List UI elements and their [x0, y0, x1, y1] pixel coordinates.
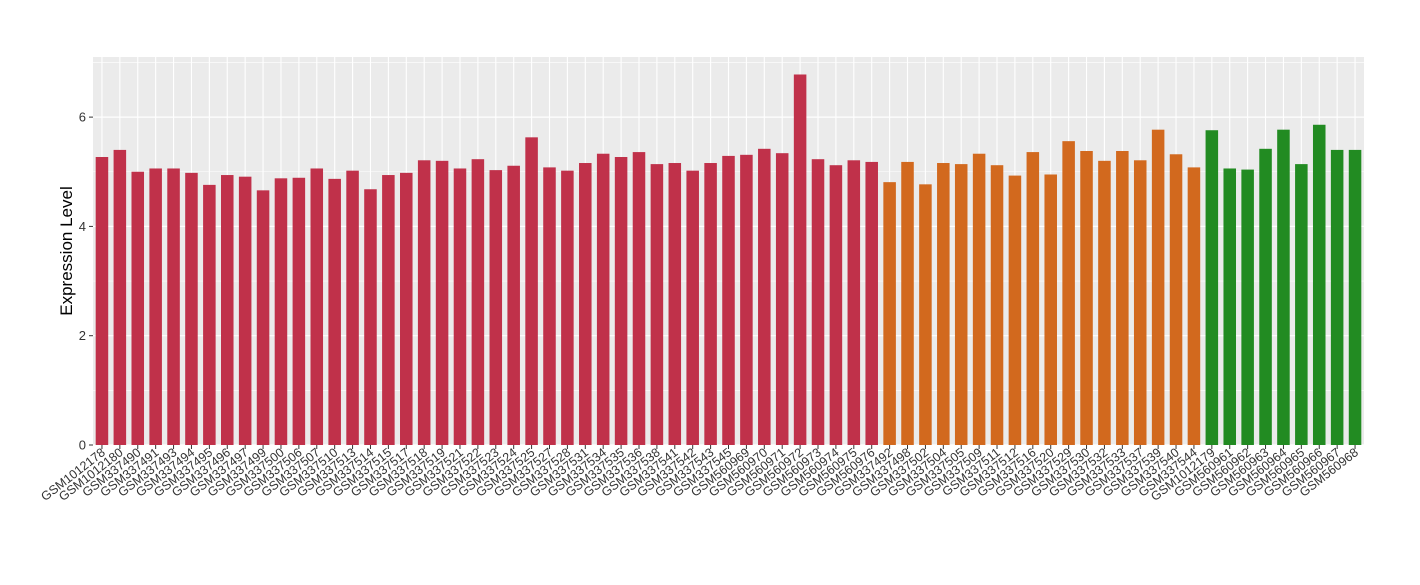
- bar-GSM337523: [489, 170, 503, 445]
- bar-GSM337500: [274, 178, 288, 446]
- bar-GSM560962: [1241, 169, 1254, 445]
- bar-GSM337517: [400, 172, 413, 445]
- bar-GSM337518: [417, 160, 431, 446]
- bar-GSM560970: [758, 148, 771, 445]
- bar-GSM560972: [793, 74, 807, 445]
- bar-GSM337542: [686, 170, 699, 445]
- bar-GSM337511: [990, 165, 1004, 445]
- bar-GSM560963: [1259, 148, 1272, 445]
- bar-GSM560974: [829, 165, 843, 445]
- y-axis: 0 2 4 6: [79, 110, 93, 453]
- bar-GSM337520: [1044, 174, 1057, 445]
- bar-GSM337529: [1062, 141, 1075, 445]
- bar-GSM560964: [1277, 129, 1290, 445]
- bar-GSM337496: [220, 175, 234, 446]
- bar-GSM337543: [704, 163, 717, 445]
- bar-GSM337538: [650, 164, 664, 445]
- bar-GSM560973: [811, 159, 825, 446]
- y-axis-label: Expression Level: [57, 186, 76, 315]
- bar-GSM337497: [238, 176, 252, 445]
- bar-GSM560968: [1348, 149, 1362, 445]
- bar-GSM337540: [1169, 154, 1183, 445]
- bar-GSM337495: [203, 184, 216, 446]
- bar-GSM337506: [292, 177, 306, 445]
- bar-GSM337536: [632, 152, 646, 445]
- bar-GSM337515: [382, 175, 395, 446]
- bar-GSM337531: [579, 163, 592, 445]
- bar-GSM560971: [775, 153, 789, 445]
- bar-GSM337541: [668, 163, 682, 445]
- bar-GSM337525: [525, 137, 538, 445]
- bar-GSM337510: [328, 178, 341, 445]
- bar-GSM1012178: [95, 157, 109, 446]
- bar-GSM337537: [1133, 160, 1147, 446]
- bar-GSM337499: [256, 190, 270, 445]
- bar-GSM337512: [1008, 175, 1022, 445]
- bar-GSM337514: [364, 189, 377, 445]
- bar-GSM337519: [435, 160, 449, 445]
- bar-GSM337504: [937, 163, 950, 445]
- bar-GSM337533: [1116, 150, 1129, 445]
- bar-GSM560961: [1223, 168, 1237, 445]
- bar-GSM337521: [453, 168, 467, 445]
- y-tick-label: 2: [79, 328, 86, 343]
- bar-GSM337492: [883, 182, 896, 445]
- bar-GSM337494: [185, 172, 198, 445]
- bars: [95, 74, 1362, 446]
- bar-GSM337493: [167, 168, 180, 445]
- y-tick-label: 6: [79, 110, 86, 125]
- bar-GSM337534: [596, 153, 610, 446]
- y-tick-label: 4: [79, 219, 86, 234]
- bar-GSM337516: [1026, 152, 1040, 445]
- bar-GSM560967: [1330, 149, 1344, 445]
- bar-GSM1012179: [1205, 130, 1219, 446]
- bar-GSM560975: [847, 160, 861, 446]
- bar-GSM337524: [507, 165, 520, 445]
- bar-GSM560965: [1295, 164, 1308, 445]
- bar-GSM560966: [1312, 124, 1326, 446]
- bar-GSM337513: [346, 170, 359, 445]
- bar-GSM560976: [865, 161, 878, 445]
- bar-GSM337532: [1098, 160, 1111, 445]
- bar-GSM337545: [722, 155, 735, 446]
- bar-GSM337522: [471, 159, 485, 446]
- bar-GSM337509: [972, 153, 986, 446]
- bar-GSM337530: [1080, 150, 1093, 445]
- bar-GSM1012180: [113, 149, 127, 445]
- bar-GSM337507: [310, 168, 324, 445]
- bar-GSM337505: [954, 164, 968, 445]
- bar-GSM337535: [614, 157, 628, 446]
- bar-GSM337498: [901, 161, 914, 445]
- bar-GSM337490: [131, 171, 145, 445]
- bar-GSM337527: [543, 167, 556, 445]
- bar-GSM337502: [919, 184, 932, 445]
- x-axis: GSM1012178GSM1012180GSM337490GSM337491GS…: [38, 445, 1361, 504]
- y-tick-label: 0: [79, 438, 86, 453]
- bar-GSM560969: [740, 154, 753, 446]
- bar-GSM337544: [1187, 167, 1201, 445]
- bar-GSM337491: [149, 168, 162, 445]
- bar-GSM337539: [1151, 129, 1165, 445]
- bar-GSM337528: [561, 170, 574, 445]
